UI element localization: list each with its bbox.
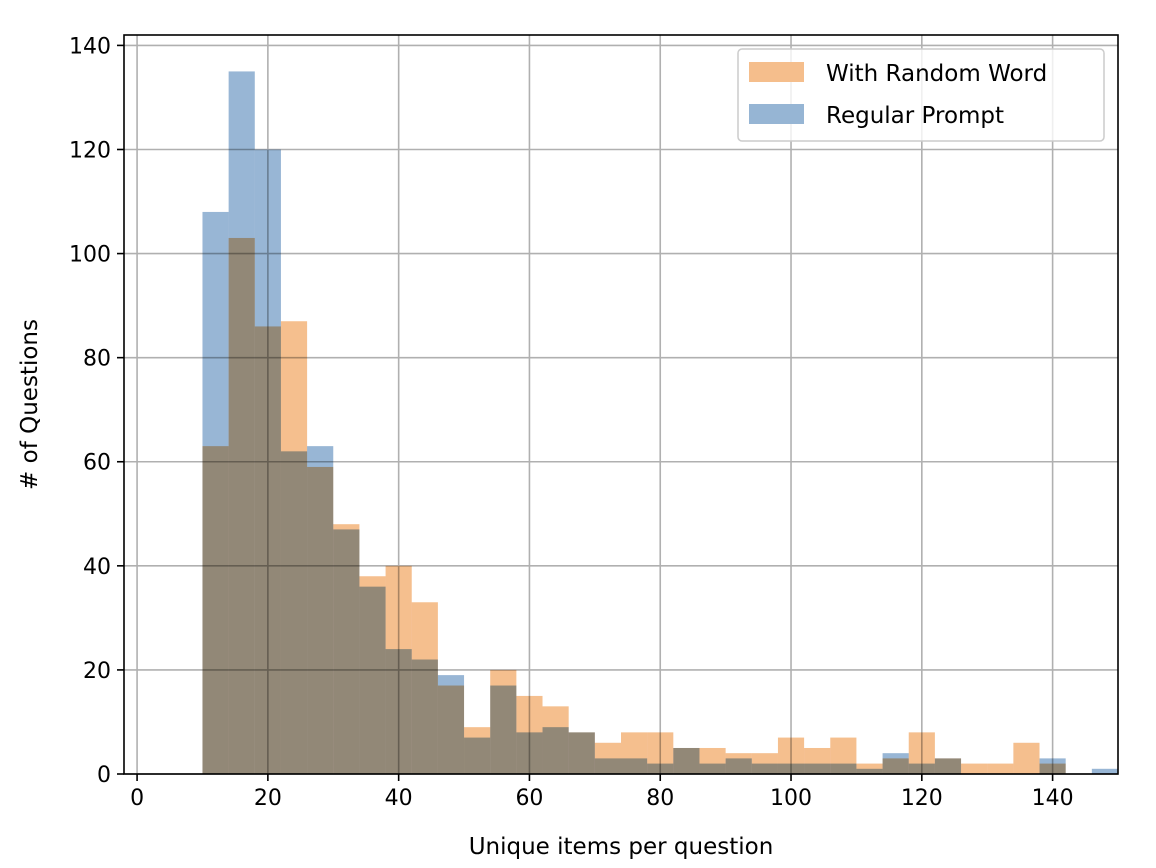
bar-series-1	[385, 649, 412, 774]
bar-series-1	[908, 763, 935, 774]
bar-series-1	[725, 758, 752, 774]
bar-series-1	[882, 753, 909, 774]
y-tick-label: 60	[83, 451, 111, 476]
x-tick-label: 40	[385, 786, 413, 811]
axis-ticks: 0 20 40 60 80 100 120 140 0 20 40 60 80 100 120 140	[69, 34, 1074, 811]
x-axis-label: Unique items per question	[469, 834, 774, 860]
x-tick-label: 140	[1032, 786, 1074, 811]
legend-label-regular-prompt: Regular Prompt	[826, 103, 1004, 129]
bar-series-1	[830, 763, 857, 774]
bar-series-1	[647, 763, 674, 774]
bar-series-1	[464, 737, 491, 774]
bar-series-1	[804, 763, 831, 774]
bar-series-1	[254, 149, 281, 775]
bar-series-1	[542, 727, 569, 774]
bar-series-1	[777, 763, 805, 774]
legend-swatch-with-random-word	[749, 62, 804, 82]
x-tick-label: 100	[770, 786, 812, 811]
x-tick-label: 20	[254, 786, 282, 811]
x-tick-label: 60	[515, 786, 543, 811]
legend-swatch-regular-prompt	[749, 104, 804, 124]
x-tick-label: 0	[130, 786, 144, 811]
bar-series-1	[1091, 768, 1118, 774]
bars	[202, 71, 1118, 775]
bar-series-1	[490, 685, 517, 774]
bar-series-0	[961, 763, 988, 774]
bar-series-0	[987, 763, 1014, 774]
bar-series-0	[1013, 742, 1040, 774]
bar-series-1	[411, 659, 438, 774]
bar-series-1	[594, 758, 621, 774]
bar-series-1	[307, 446, 334, 774]
bar-series-1	[437, 675, 465, 774]
y-tick-label: 120	[69, 138, 111, 163]
x-tick-label: 80	[646, 786, 674, 811]
legend: With Random Word Regular Prompt	[737, 48, 1105, 142]
bar-series-1	[1039, 758, 1066, 774]
bar-series-1	[228, 71, 255, 775]
bar-series-1	[751, 763, 778, 774]
y-axis-label: # of Questions	[17, 319, 43, 490]
bar-series-1	[359, 586, 386, 774]
bar-series-1	[934, 758, 962, 774]
y-tick-label: 0	[97, 763, 111, 788]
bar-series-1	[280, 451, 308, 774]
plot-frame	[123, 34, 1119, 775]
bar-series-1	[621, 758, 648, 774]
y-tick-label: 100	[69, 243, 111, 268]
bar-series-1	[568, 732, 595, 774]
x-tick-label: 120	[901, 786, 943, 811]
legend-label-with-random-word: With Random Word	[826, 61, 1047, 87]
legend-box	[737, 48, 1105, 142]
y-tick-label: 40	[83, 555, 111, 580]
bar-series-1	[516, 732, 543, 774]
bar-series-1	[333, 529, 360, 774]
bar-series-1	[699, 763, 726, 774]
bar-series-1	[673, 747, 700, 774]
bar-series-1	[856, 768, 883, 774]
y-tick-label: 20	[83, 659, 111, 684]
y-tick-label: 80	[83, 347, 111, 372]
bar-series-1	[202, 211, 229, 774]
y-tick-label: 140	[69, 34, 111, 59]
